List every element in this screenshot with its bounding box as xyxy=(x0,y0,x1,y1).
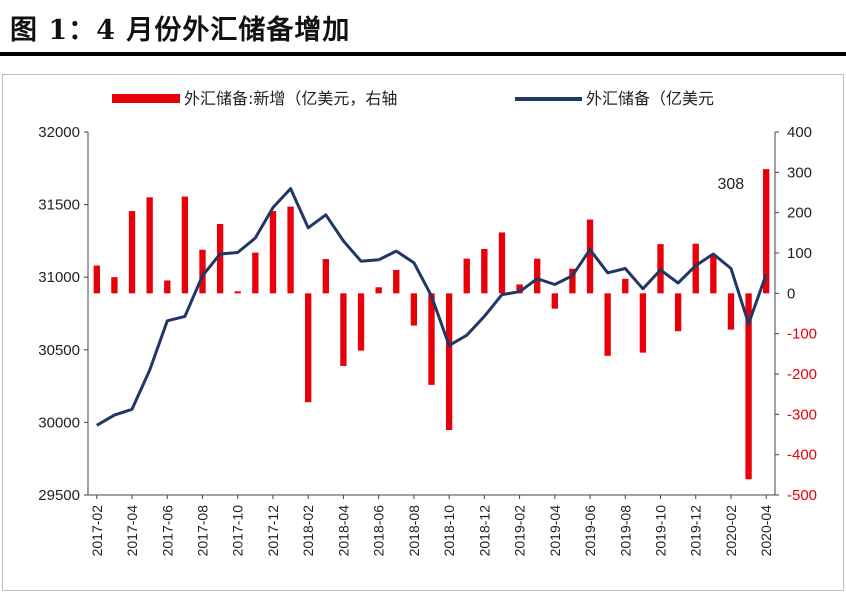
left-tick-label: 30000 xyxy=(38,414,80,431)
bar xyxy=(305,293,312,403)
bar xyxy=(357,293,365,351)
x-axis: 2017-02 2017-04 2017-06 2017-08 2017-10 2017-… xyxy=(88,494,775,557)
bar-series xyxy=(93,169,770,480)
x-tick-label: 2018-02 xyxy=(300,505,316,557)
right-tick-label: -300 xyxy=(787,406,817,423)
bar xyxy=(745,293,752,480)
x-tick-label: 2020-02 xyxy=(723,505,739,557)
bar xyxy=(586,219,594,294)
x-tick-label: 2019-12 xyxy=(688,505,704,557)
bar xyxy=(164,280,171,294)
x-tick-label: 2017-12 xyxy=(265,505,281,557)
x-tick-label: 2019-04 xyxy=(547,505,563,557)
x-tick-label: 2018-12 xyxy=(476,505,492,557)
left-tick-label: 30500 xyxy=(38,342,80,359)
bar xyxy=(551,293,558,309)
x-tick-label: 2019-08 xyxy=(617,505,633,557)
bar xyxy=(428,293,435,385)
bar xyxy=(234,291,241,294)
bar xyxy=(569,268,576,294)
bar xyxy=(322,259,329,294)
right-tick-label: -100 xyxy=(787,326,817,343)
bar xyxy=(481,248,488,294)
left-axis: 32000 31500 31000 30500 30000 29500 xyxy=(38,124,89,504)
x-tick-label: 2019-02 xyxy=(512,505,528,557)
right-tick-label: 400 xyxy=(787,124,812,141)
bar xyxy=(252,252,259,294)
bar xyxy=(340,293,347,366)
bar xyxy=(498,232,506,294)
right-tick-label: 200 xyxy=(787,205,812,222)
left-tick-label: 31000 xyxy=(38,269,80,286)
bar xyxy=(692,243,699,294)
chart-frame xyxy=(2,74,844,591)
x-tick-label: 2017-04 xyxy=(124,505,140,557)
title-rule xyxy=(0,52,846,56)
right-tick-label: 300 xyxy=(787,164,812,181)
bar xyxy=(534,258,541,294)
bar xyxy=(287,206,294,294)
bar xyxy=(763,169,770,294)
bar xyxy=(622,278,629,294)
bar xyxy=(375,287,382,294)
bar xyxy=(216,223,224,294)
left-tick-label: 31500 xyxy=(38,197,80,214)
bar xyxy=(128,211,136,294)
bar xyxy=(727,293,735,330)
legend-bar-swatch xyxy=(112,94,180,103)
bar xyxy=(463,258,470,294)
x-tick-label: 2018-10 xyxy=(441,505,457,557)
bar xyxy=(639,293,647,353)
right-tick-label: 100 xyxy=(787,245,812,262)
legend-line-label: 外汇储备（亿美元 xyxy=(586,89,714,108)
bar xyxy=(111,277,118,294)
x-tick-label: 2018-08 xyxy=(406,505,422,557)
bar xyxy=(181,196,189,294)
legend-bar-label: 外汇储备:新增（亿美元，右轴 xyxy=(184,89,397,108)
bar xyxy=(146,197,153,294)
bar xyxy=(199,249,206,294)
right-tick-label: -400 xyxy=(787,447,817,464)
bar xyxy=(674,293,682,332)
x-tick-label: 2017-10 xyxy=(230,505,246,557)
right-tick-label: -200 xyxy=(787,366,817,383)
x-tick-label: 2018-06 xyxy=(371,505,387,557)
bar xyxy=(604,293,611,356)
bar xyxy=(393,269,400,294)
x-tick-label: 2019-06 xyxy=(582,505,598,557)
bar xyxy=(445,293,453,431)
right-tick-label: -500 xyxy=(787,487,817,504)
x-tick-label: 2017-06 xyxy=(159,505,175,557)
x-tick-label: 2017-02 xyxy=(89,505,105,557)
left-tick-label: 32000 xyxy=(38,124,80,141)
x-tick-label: 2019-10 xyxy=(653,505,669,557)
bar xyxy=(410,293,418,326)
x-tick-label: 2020-04 xyxy=(758,505,774,557)
line-series xyxy=(96,187,768,427)
right-axis: 400 300 200 100 0 -100 -200 -300 -400 -500 xyxy=(774,124,817,504)
bar xyxy=(269,211,277,294)
left-tick-label: 29500 xyxy=(38,487,80,504)
bar xyxy=(93,265,100,294)
legend: 外汇储备:新增（亿美元，右轴 外汇储备（亿美元 xyxy=(112,89,714,108)
x-tick-label: 2017-08 xyxy=(195,505,211,557)
x-tick-label: 2018-04 xyxy=(335,505,351,557)
reserve-line xyxy=(96,187,768,427)
annotations: 308 xyxy=(717,176,744,193)
right-tick-label: 0 xyxy=(787,285,795,302)
bar xyxy=(516,284,523,294)
figure-title: 图 1：4 月份外汇储备增加 xyxy=(10,15,351,46)
data-label: 308 xyxy=(717,176,744,193)
bar xyxy=(710,255,717,294)
